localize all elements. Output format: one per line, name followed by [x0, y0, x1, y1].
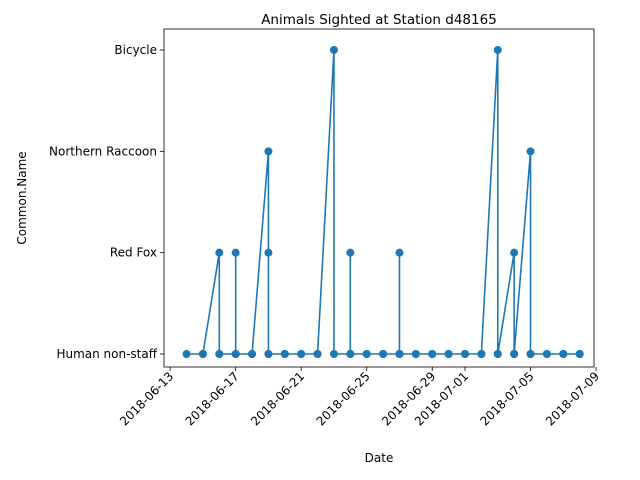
plot-area — [164, 29, 594, 367]
data-point — [231, 248, 240, 257]
data-point — [477, 350, 486, 358]
data-point — [248, 350, 257, 358]
data-point — [526, 350, 535, 358]
x-tick-label: 2018-06-25 — [314, 369, 373, 428]
data-point — [362, 350, 371, 358]
data-point — [542, 350, 551, 358]
x-tick-label: 2018-06-21 — [248, 369, 307, 428]
x-tick-label: 2018-07-09 — [543, 369, 602, 428]
data-point — [575, 350, 584, 358]
data-point — [329, 350, 338, 358]
data-point — [444, 350, 453, 358]
y-tick-label: Human non-staff — [56, 347, 157, 361]
data-point — [395, 350, 404, 358]
data-point — [182, 350, 191, 358]
data-point — [510, 350, 519, 358]
chart-title: Animals Sighted at Station d48165 — [261, 12, 497, 28]
data-point — [215, 350, 224, 358]
data-point — [297, 350, 306, 358]
data-point — [379, 350, 388, 358]
data-point — [493, 350, 502, 358]
data-point — [264, 248, 273, 257]
data-point — [215, 248, 224, 257]
y-axis: Human non-staff Red Fox Northern Raccoon Bi… — [49, 43, 164, 361]
x-tick-label: 2018-06-17 — [183, 369, 242, 428]
data-point — [510, 248, 519, 257]
y-tick-label: Northern Raccoon — [49, 144, 157, 158]
plot-frame — [163, 28, 595, 368]
data-point — [493, 46, 502, 54]
data-point — [329, 46, 338, 54]
data-point — [313, 350, 322, 358]
y-axis-label: Common.Name — [15, 151, 29, 244]
data-point — [280, 350, 289, 358]
data-point — [461, 350, 469, 358]
data-point — [395, 248, 404, 257]
data-point — [231, 350, 240, 358]
x-tick-label: 2018-06-13 — [117, 369, 176, 428]
data-point — [346, 248, 355, 257]
data-point — [198, 350, 207, 358]
series-layer — [182, 46, 584, 358]
y-tick-label: Bicycle — [114, 43, 157, 57]
x-axis: 2018-06-13 2018-06-17 2018-06-21 2018-06-25… — [117, 367, 602, 428]
data-point — [264, 147, 273, 156]
data-point — [411, 350, 420, 358]
x-tick-label: 2018-07-05 — [477, 369, 536, 428]
data-point — [346, 350, 355, 358]
data-point — [559, 350, 568, 358]
data-point — [428, 350, 437, 358]
data-point — [526, 147, 535, 156]
x-axis-label: Date — [365, 451, 394, 465]
y-tick-label: Red Fox — [110, 246, 157, 260]
data-point — [264, 350, 273, 358]
